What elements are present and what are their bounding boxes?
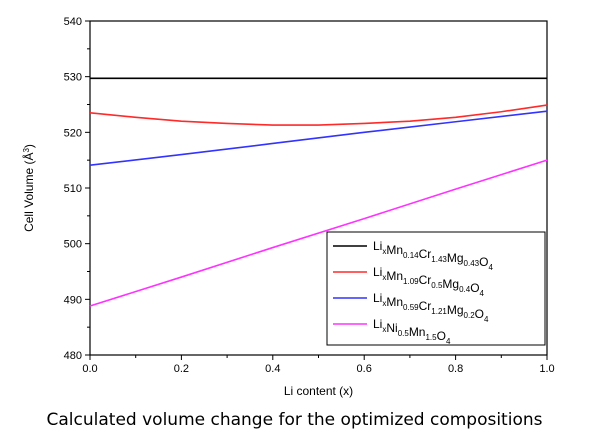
x-tick-label: 0.4 xyxy=(265,363,280,375)
figure-caption: Calculated volume change for the optimiz… xyxy=(46,410,543,430)
y-axis-title: Cell Volume (Å3) xyxy=(21,144,36,232)
series-line-3 xyxy=(89,110,548,166)
x-tick-label: 0.2 xyxy=(174,363,189,375)
y-tick-label: 510 xyxy=(64,183,82,195)
series-line-4 xyxy=(89,159,548,307)
y-tick-label: 500 xyxy=(64,239,82,251)
x-tick-label: 0.8 xyxy=(448,363,463,375)
y-tick-label: 490 xyxy=(64,294,82,306)
y-title-sup: 3 xyxy=(22,148,31,153)
x-tick-label: 1.0 xyxy=(539,363,554,375)
y-title-end: ) xyxy=(22,144,36,148)
legend-label: LixNi0.5Mn1.5O4 xyxy=(373,317,451,346)
x-tick-label: 0.0 xyxy=(82,363,97,375)
legend-label: LixMn1.09Cr0.5Mg0.4O4 xyxy=(373,265,485,298)
x-tick-label: 0.6 xyxy=(357,363,372,375)
legend: LixMn0.14Cr1.43Mg0.43O4LixMn1.09Cr0.5Mg0… xyxy=(326,231,546,346)
y-tick-label: 530 xyxy=(64,72,82,84)
series-lines xyxy=(89,77,548,307)
x-axis-title: Li content (x) xyxy=(284,384,353,398)
y-tick-label: 480 xyxy=(64,350,82,362)
y-tick-label: 540 xyxy=(64,16,82,28)
legend-box xyxy=(326,231,546,346)
legend-label: LixMn0.59Cr1.21Mg0.2O4 xyxy=(373,291,489,324)
legend-label: LixMn0.14Cr1.43Mg0.43O4 xyxy=(373,239,493,272)
axis-ticks: 0.0 0.2 0.4 0.6 0.8 1.0 480 490 500 510 520 530 540 xyxy=(64,16,555,375)
y-tick-label: 520 xyxy=(64,127,82,139)
series-line-2 xyxy=(89,104,548,126)
y-title-base: Cell Volume (Å xyxy=(21,153,36,232)
